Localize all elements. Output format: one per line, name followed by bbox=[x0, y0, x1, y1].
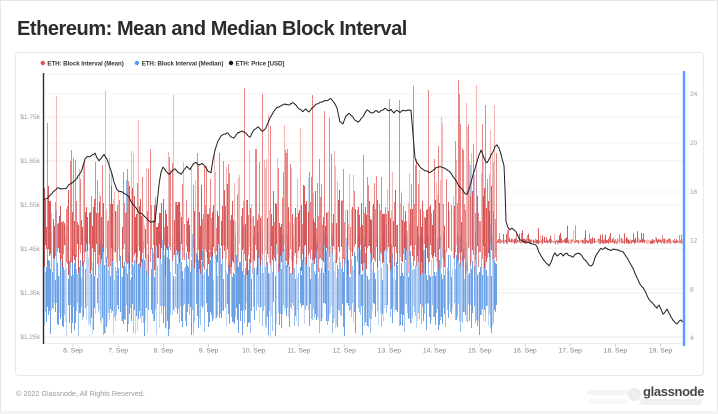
svg-text:$1.25k: $1.25k bbox=[20, 334, 41, 341]
svg-text:6. Sep: 6. Sep bbox=[63, 348, 83, 355]
svg-text:$1.35k: $1.35k bbox=[20, 290, 41, 297]
svg-text:8: 8 bbox=[690, 286, 694, 293]
svg-text:14. Sep: 14. Sep bbox=[423, 348, 447, 355]
svg-text:$1.75k: $1.75k bbox=[20, 114, 41, 121]
svg-text:7. Sep: 7. Sep bbox=[108, 348, 128, 355]
svg-text:ETH: Price [USD]: ETH: Price [USD] bbox=[236, 60, 285, 67]
svg-text:20: 20 bbox=[690, 140, 698, 147]
svg-text:16. Sep: 16. Sep bbox=[513, 348, 537, 355]
svg-text:17. Sep: 17. Sep bbox=[558, 348, 582, 355]
svg-text:12. Sep: 12. Sep bbox=[332, 348, 356, 355]
svg-text:$1.45k: $1.45k bbox=[20, 246, 41, 253]
svg-text:12: 12 bbox=[690, 238, 698, 245]
svg-text:24: 24 bbox=[690, 91, 698, 98]
svg-text:13. Sep: 13. Sep bbox=[378, 348, 402, 355]
svg-text:11. Sep: 11. Sep bbox=[288, 348, 311, 355]
svg-text:19. Sep: 19. Sep bbox=[649, 348, 673, 355]
svg-text:$1.65k: $1.65k bbox=[20, 158, 41, 165]
svg-text:4: 4 bbox=[690, 335, 694, 342]
svg-text:18. Sep: 18. Sep bbox=[604, 348, 628, 355]
svg-text:15. Sep: 15. Sep bbox=[468, 348, 492, 355]
svg-text:10. Sep: 10. Sep bbox=[242, 348, 266, 355]
svg-text:8. Sep: 8. Sep bbox=[154, 348, 174, 355]
svg-text:ETH: Block Interval (Median): ETH: Block Interval (Median) bbox=[142, 60, 224, 67]
svg-text:16: 16 bbox=[690, 189, 698, 196]
svg-text:9. Sep: 9. Sep bbox=[199, 348, 219, 355]
svg-text:ETH: Block Interval (Mean): ETH: Block Interval (Mean) bbox=[47, 60, 123, 67]
svg-text:$1.55k: $1.55k bbox=[20, 202, 41, 209]
